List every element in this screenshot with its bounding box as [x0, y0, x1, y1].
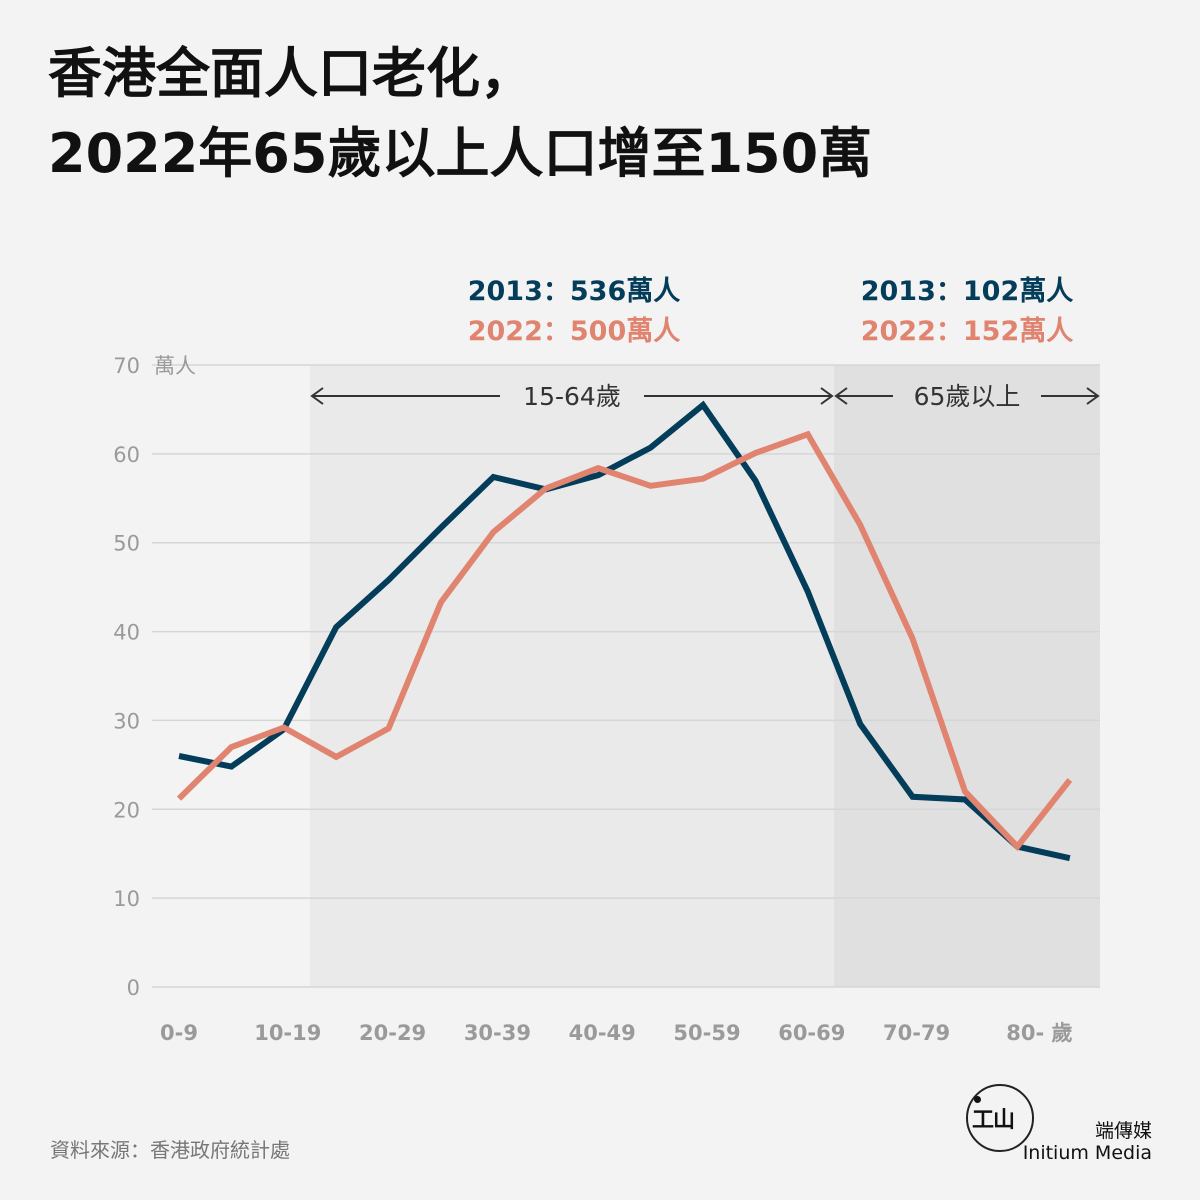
series-line-2013: [178, 400, 1071, 862]
region-shade-0: [310, 365, 834, 987]
title-line-1: 香港全面人口老化，: [48, 42, 534, 105]
y-tick-label: 50: [113, 532, 140, 556]
y-tick-label: 70: [113, 354, 140, 378]
brand-logo: 工山 端傳媒 Initium Media: [962, 1082, 1152, 1172]
logo-circle-icon: [966, 1084, 1034, 1152]
x-tick-label: 40-49: [569, 1021, 636, 1045]
x-tick-label: 20-29: [359, 1021, 426, 1045]
y-tick-label: 30: [113, 709, 140, 733]
region-arrowhead-left: [310, 387, 324, 405]
x-tick-label: 80- 歲: [1006, 1021, 1072, 1045]
title-line-2: 2022年65歲以上人口增至150萬: [48, 122, 873, 185]
region-arrowhead-left: [834, 387, 848, 405]
y-tick-label: 60: [113, 443, 140, 467]
y-tick-label: 20: [113, 798, 140, 822]
annotation-2022-elderly: 2022：152萬人: [861, 316, 1074, 347]
annotation-2022-working: 2022：500萬人: [468, 316, 681, 347]
region-label: 15-64歲: [523, 382, 621, 411]
region-arrowhead-right: [1086, 387, 1100, 405]
x-tick-label: 70-79: [883, 1021, 950, 1045]
region-shade-1: [834, 365, 1100, 987]
region-arrowhead-right: [820, 387, 834, 405]
series-line-2022: [176, 430, 1073, 852]
x-tick-label: 50-59: [673, 1021, 740, 1045]
y-tick-label: 0: [127, 976, 140, 1000]
brand-name-cn: 端傳媒: [1094, 1120, 1152, 1142]
y-tick-label: 10: [113, 887, 140, 911]
annotation-2013-working: 2013：536萬人: [468, 276, 681, 307]
region-label: 65歲以上: [914, 382, 1021, 411]
source-note: 資料來源：香港政府統計處: [50, 1138, 290, 1162]
x-tick-label: 30-39: [464, 1021, 531, 1045]
chart-title: 香港全面人口老化， 2022年65歲以上人口增至150萬: [48, 34, 872, 194]
x-tick-label: 10-19: [254, 1021, 321, 1045]
logo-mark: 工山: [972, 1108, 1015, 1133]
logo-dot-icon: [974, 1096, 981, 1103]
brand-name-en: Initium Media: [1022, 1142, 1152, 1164]
y-axis-label: 萬人: [154, 354, 196, 378]
annotation-2013-elderly: 2013：102萬人: [861, 276, 1074, 307]
x-tick-label: 60-69: [778, 1021, 845, 1045]
y-tick-label: 40: [113, 621, 140, 645]
x-tick-label: 0-9: [160, 1021, 198, 1045]
